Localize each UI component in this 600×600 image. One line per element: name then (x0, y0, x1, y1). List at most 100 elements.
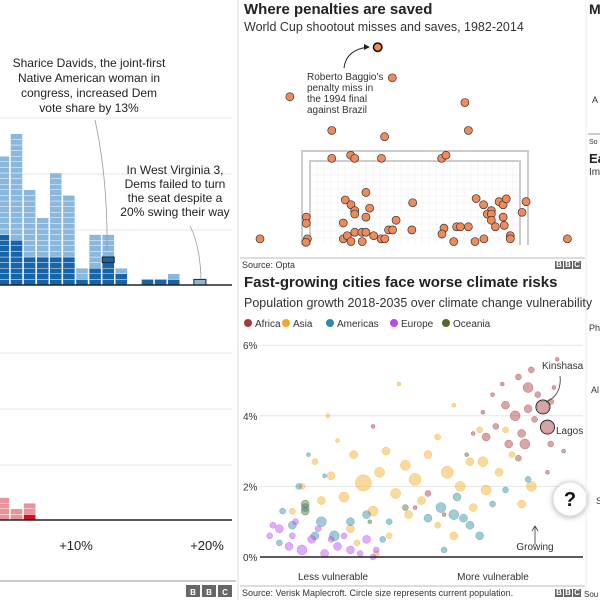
seat-cell (62, 245, 76, 252)
histogram-bar (49, 172, 62, 286)
city-dot-asia (449, 531, 459, 541)
lagos-marker (539, 419, 555, 435)
seat-cell (49, 251, 62, 258)
seat-cell (36, 256, 49, 263)
seat-cell (10, 183, 23, 190)
seat-cell (23, 273, 36, 280)
penalty-dot (361, 188, 371, 197)
logo-letter: B (556, 588, 562, 597)
seat-cell (10, 161, 23, 168)
seat-cell (88, 251, 102, 258)
rep-bars (0, 497, 36, 521)
seat-cell (101, 262, 115, 269)
seat-cell (0, 234, 10, 241)
seat-cell (0, 256, 10, 263)
seat-cell (10, 189, 23, 196)
seat-cell (49, 178, 62, 185)
penalty-dot (408, 198, 418, 208)
penalty-dot (501, 194, 511, 204)
city-dot-americas (452, 492, 462, 502)
penalty-dot (449, 237, 459, 246)
seat-cell (49, 206, 62, 213)
city-dot-europe (289, 532, 296, 540)
city-dot-asia (465, 457, 475, 466)
cities-panel: Fast-growing cities face worse climate r… (240, 274, 593, 598)
city-dot-africa (541, 420, 554, 434)
fragment-text: Ea (589, 151, 600, 166)
penalty-dot (521, 197, 531, 207)
penalty-dot (346, 237, 356, 246)
penalty-dot (387, 73, 397, 83)
city-dot-europe (292, 518, 299, 525)
penalty-dot (486, 215, 496, 225)
annotation-line: Dems failed to turn (125, 177, 226, 191)
penalty-dot (441, 150, 451, 160)
seat-cell (0, 279, 10, 286)
histogram-bar (0, 155, 10, 286)
seat-cell (23, 268, 36, 275)
city-dot-africa (522, 382, 534, 393)
seat-cell (0, 503, 10, 510)
seat-cell (0, 189, 10, 196)
seat-cell (10, 256, 23, 263)
city-dot-africa (470, 431, 476, 436)
city-dot-asia (423, 450, 433, 459)
seat-cell (23, 508, 36, 515)
city-dot-asia (480, 484, 492, 496)
legend-item-africa: Africa (244, 319, 281, 330)
seat-cell (23, 262, 36, 269)
seat-cell (36, 262, 49, 269)
legend: Africa Asia Americas Europe Oceania (244, 319, 491, 330)
seat-cell (36, 234, 49, 241)
city-dot-asia (526, 481, 537, 492)
logo-letter: C (574, 588, 580, 597)
seat-cell (62, 228, 76, 235)
penalty-dot (388, 225, 397, 235)
seat-cell (49, 268, 62, 275)
seat-cell (23, 206, 36, 213)
city-dot-asia (441, 466, 454, 479)
city-dot-asia (349, 450, 358, 459)
seat-cell (62, 223, 76, 230)
city-label-lagos: Lagos (556, 426, 583, 437)
legend-swatch (326, 319, 334, 327)
histogram-bar (36, 217, 49, 286)
seat-cell (23, 251, 36, 258)
fragment-text: So (589, 139, 598, 146)
city-dot-asia (335, 438, 340, 443)
penalty-dot (505, 234, 515, 244)
city-dot-americas (524, 476, 532, 483)
city-dot-asia (326, 471, 336, 481)
seat-cell (10, 167, 23, 174)
penalty-dot (499, 221, 509, 230)
city-dot-africa (519, 438, 531, 450)
city-dot-asia (408, 473, 422, 486)
annotation-leader-line (189, 225, 202, 280)
city-dot-asia (325, 413, 331, 419)
seat-cell (0, 245, 10, 252)
question-mark-icon: ? (564, 489, 576, 511)
seat-cell (101, 234, 115, 241)
y-axis: 0% 2% 4% 6% (243, 341, 583, 564)
seat-cell (0, 239, 10, 246)
fragment-text: Ph (589, 323, 600, 333)
seat-cell (88, 279, 102, 286)
penalty-dot (255, 234, 265, 244)
histogram-bar (193, 278, 207, 286)
dem-bars (0, 133, 207, 286)
highlighted-seat (101, 256, 115, 264)
city-dot-americas (306, 452, 311, 457)
city-dot-europe (266, 532, 273, 540)
histogram-bar (62, 195, 76, 286)
city-dot-americas (300, 503, 310, 512)
help-button[interactable]: ? (552, 481, 588, 517)
y-tick-label: 2% (243, 482, 258, 493)
seat-cell (10, 279, 23, 286)
city-dot-americas (295, 483, 303, 490)
annotation-line: vote share by 13% (39, 101, 139, 115)
seat-cell (23, 245, 36, 252)
city-dot-americas (288, 520, 297, 530)
penalty-dot (498, 212, 508, 222)
city-dot-americas (322, 473, 327, 479)
